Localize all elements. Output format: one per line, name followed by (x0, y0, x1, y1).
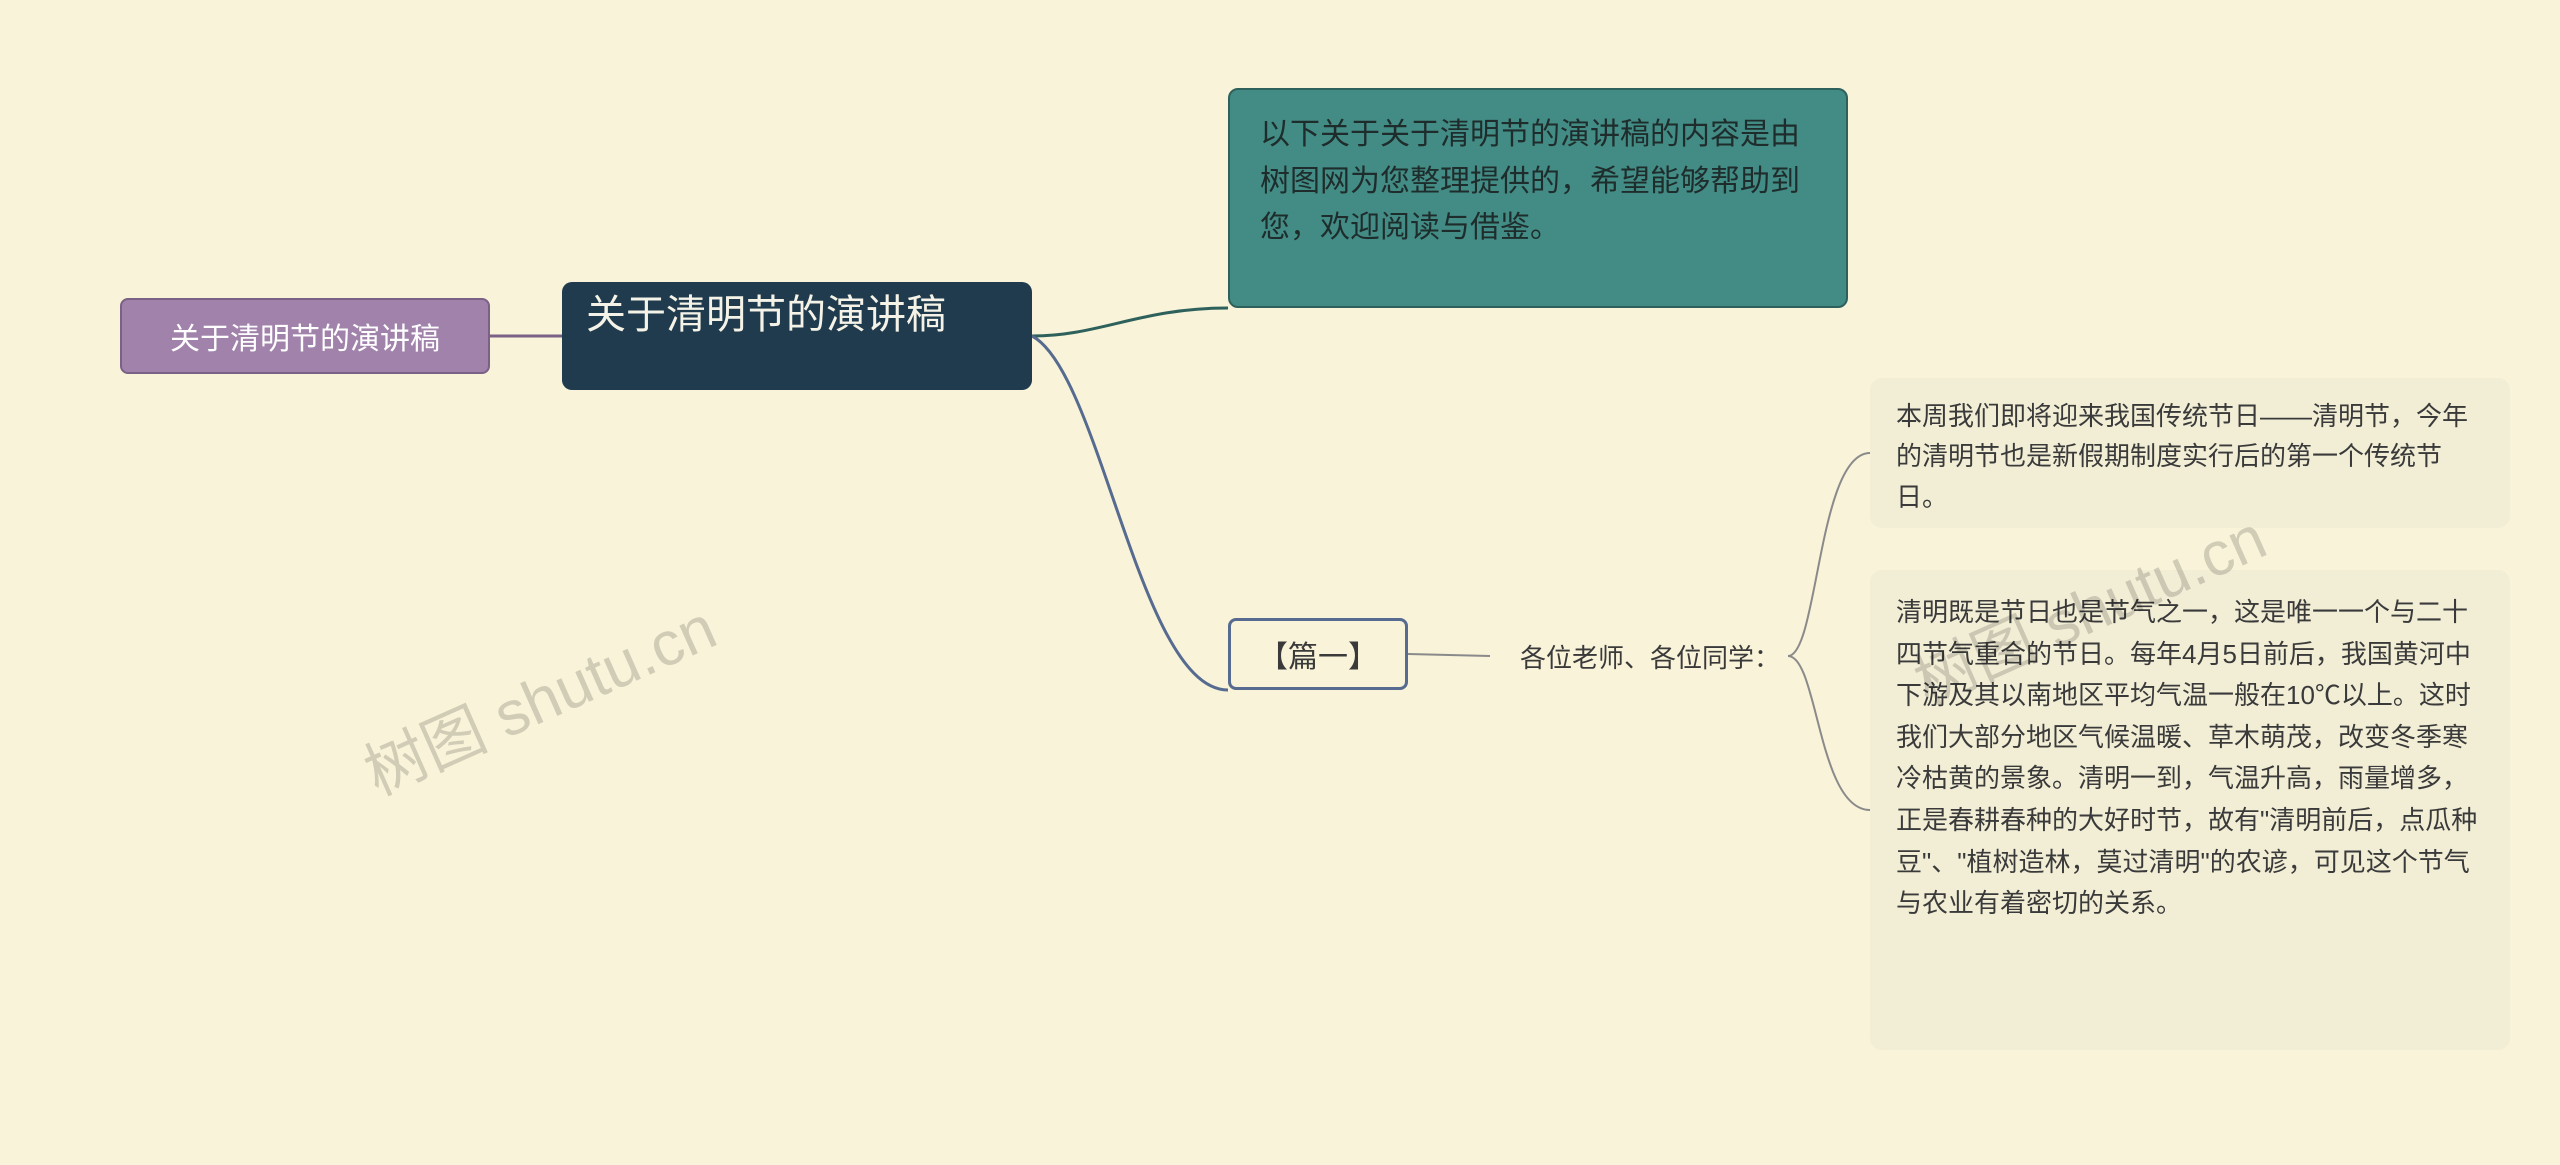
node-greeting: 各位老师、各位同学： (1490, 636, 1810, 676)
node-root: 关于清明节的演讲稿 (562, 282, 1032, 390)
edge-1 (1032, 308, 1228, 336)
edge-5 (1788, 656, 1870, 810)
node-intro: 以下关于关于清明节的演讲稿的内容是由树图网为您整理提供的，希望能够帮助到您，欢迎… (1228, 88, 1848, 308)
edge-2 (1032, 336, 1228, 690)
edge-4 (1788, 453, 1870, 656)
node-para2: 清明既是节日也是节气之一，这是唯一一个与二十四节气重合的节日。每年4月5日前后，… (1870, 570, 2510, 1050)
node-para1: 本周我们即将迎来我国传统节日——清明节，今年的清明节也是新假期制度实行后的第一个… (1870, 378, 2510, 528)
node-section1: 【篇一】 (1228, 618, 1408, 690)
edge-3 (1408, 654, 1490, 656)
watermark-0: 树图 shutu.cn (348, 578, 728, 813)
node-left1: 关于清明节的演讲稿 (120, 298, 490, 374)
